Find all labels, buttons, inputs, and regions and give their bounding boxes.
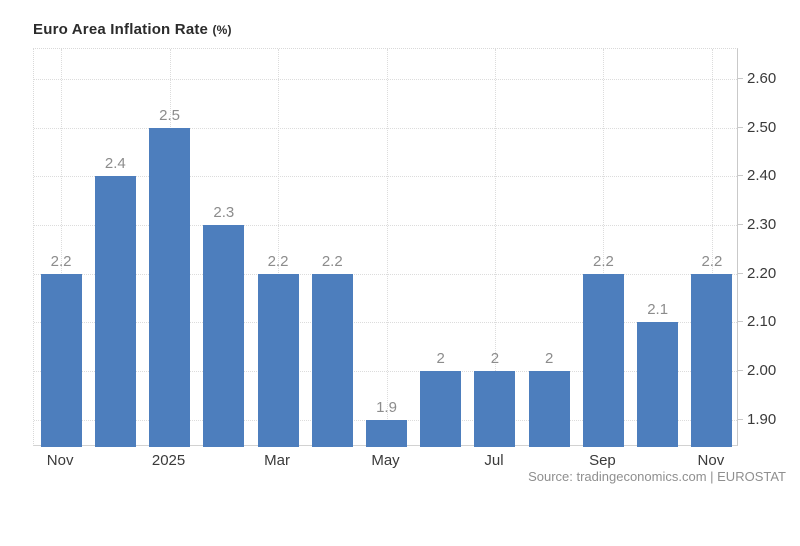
bar [366, 419, 407, 447]
bar-value-label: 2.4 [104, 155, 126, 173]
y-axis-tick [738, 321, 743, 323]
y-axis-tick [738, 224, 743, 226]
x-tick-label: Jul [484, 452, 504, 469]
x-tick-label: Mar [264, 452, 290, 469]
bar-value-label: 2 [436, 350, 445, 368]
bar-value-label: 2.3 [213, 204, 235, 222]
y-axis-tick [738, 78, 743, 80]
bar [582, 273, 624, 447]
bar-value-label: 2.1 [647, 301, 669, 319]
x-tick-label: Sep [589, 452, 616, 469]
bar [691, 273, 733, 447]
bar [94, 176, 136, 447]
bar [420, 371, 462, 447]
h-gridline [34, 79, 737, 81]
v-gridline [61, 49, 63, 445]
x-tick-label: Nov [46, 452, 74, 469]
bar-value-label: 2.2 [50, 252, 72, 270]
y-axis-tick [738, 126, 743, 128]
y-tick-label: 2.30 [747, 216, 777, 234]
v-gridline [386, 49, 388, 445]
chart-title-text: Euro Area Inflation Rate [33, 21, 209, 38]
h-gridline [34, 127, 737, 129]
h-gridline [34, 322, 737, 324]
y-tick-label: 2.50 [747, 118, 777, 136]
v-gridline [711, 49, 713, 445]
h-gridline [34, 371, 737, 373]
y-axis-tick [738, 418, 743, 420]
v-gridline [494, 49, 496, 445]
h-gridline [34, 176, 737, 178]
bar [311, 273, 353, 447]
bar [474, 371, 516, 447]
plot-area: 2.2 2.4 2.5 2.3 2.2 2.2 1.9 2 2 2 2.2 2.1 2.2 [33, 48, 738, 447]
bar [40, 273, 82, 447]
bar-value-label: 2 [545, 350, 554, 368]
x-tick-label: Nov [697, 452, 725, 469]
y-tick-label: 2.20 [747, 264, 777, 282]
bar [149, 127, 191, 447]
y-axis-tick [738, 272, 743, 274]
y-tick-label: 2.10 [747, 313, 777, 331]
bar-value-label: 2 [490, 350, 500, 368]
bar [528, 371, 570, 447]
y-tick-label: 2.00 [747, 362, 777, 380]
h-gridline [34, 225, 737, 227]
bar-value-label: 1.9 [376, 398, 397, 416]
bar-value-label: 2.2 [267, 252, 289, 270]
bar-value-label: 2.2 [701, 252, 723, 270]
x-tick-label: May [371, 452, 400, 469]
source-attribution: Source: tradingeconomics.com | EUROSTAT [528, 469, 786, 484]
bar [637, 322, 679, 447]
bar-value-label: 2.2 [592, 252, 614, 270]
h-gridline [34, 273, 737, 275]
bar [257, 273, 299, 447]
chart-title: Euro Area Inflation Rate (%) [33, 21, 232, 38]
chart-title-unit: (%) [212, 23, 232, 37]
bar-value-label: 2.2 [321, 252, 343, 270]
y-axis-tick [738, 370, 743, 372]
y-tick-label: 2.40 [747, 167, 777, 185]
y-axis-tick [738, 175, 743, 177]
y-tick-label: 2.60 [747, 70, 777, 88]
v-gridline [603, 49, 605, 445]
bar [203, 225, 245, 447]
y-tick-label: 1.90 [747, 410, 777, 428]
bar-value-label: 2.5 [159, 106, 180, 124]
x-tick-label: 2025 [151, 452, 186, 469]
v-gridline [278, 49, 280, 445]
